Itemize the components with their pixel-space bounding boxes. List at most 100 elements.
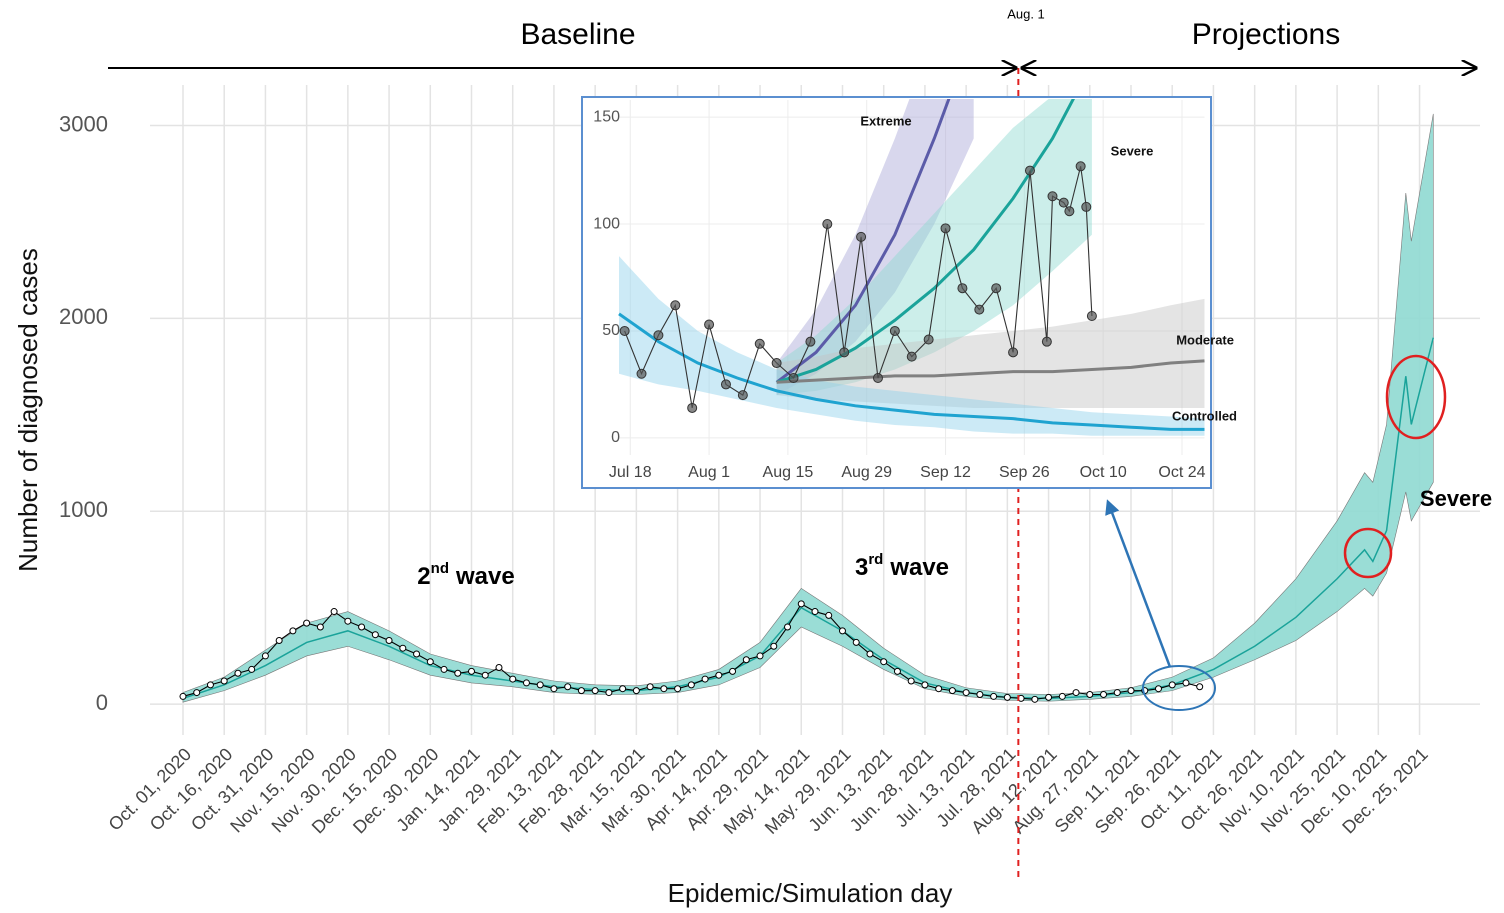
observed-point bbox=[1024, 165, 1035, 176]
y-tick-label: 0 bbox=[611, 429, 620, 446]
x-tick-label: Aug 1 bbox=[688, 464, 730, 481]
observed-point bbox=[522, 679, 530, 687]
x-tick-label: Jul 18 bbox=[609, 464, 652, 481]
y-tick-label: 1000 bbox=[59, 497, 108, 522]
observed-point bbox=[839, 347, 850, 358]
observed-point bbox=[889, 325, 900, 336]
y-tick-label: 100 bbox=[593, 215, 620, 232]
scenario-label: Extreme bbox=[860, 113, 911, 128]
observed-point bbox=[907, 677, 915, 685]
uncertainty-band bbox=[776, 298, 1205, 408]
observed-point bbox=[822, 219, 833, 230]
observed-point bbox=[852, 638, 860, 646]
observed-point bbox=[687, 402, 698, 413]
observed-point bbox=[742, 656, 750, 664]
uncertainty-band bbox=[182, 113, 1434, 703]
observed-point bbox=[811, 608, 819, 616]
observed-point bbox=[316, 623, 324, 631]
observed-point bbox=[962, 689, 970, 697]
observed-point bbox=[906, 351, 917, 362]
observed-point bbox=[385, 636, 393, 644]
observed-point bbox=[275, 636, 283, 644]
observed-point bbox=[825, 611, 833, 619]
observed-point bbox=[923, 334, 934, 345]
observed-point bbox=[976, 690, 984, 698]
x-tick-label: Sep 26 bbox=[999, 464, 1050, 481]
observed-point bbox=[261, 652, 269, 660]
observed-point bbox=[1086, 690, 1094, 698]
observed-point bbox=[797, 600, 805, 608]
observed-point bbox=[737, 390, 748, 401]
wave-number: 2 bbox=[417, 563, 430, 590]
wave-label: 3rd wave bbox=[855, 551, 949, 581]
observed-point bbox=[921, 681, 929, 689]
observed-point bbox=[948, 687, 956, 695]
x-tick-label: Aug 15 bbox=[763, 464, 814, 481]
observed-point bbox=[636, 368, 647, 379]
observed-point bbox=[426, 658, 434, 666]
observed-point bbox=[974, 304, 985, 315]
scenario-line bbox=[776, 99, 1075, 384]
inset-panel: Jul 18 Aug 1 Aug 15 Aug 29 Sep 12 Sep 26 Oct 1… bbox=[581, 96, 1237, 489]
observed-point bbox=[1058, 692, 1066, 700]
observed-point bbox=[454, 669, 462, 677]
scenario-label: Severe bbox=[1420, 486, 1492, 511]
inset-plot bbox=[618, 99, 1205, 455]
observed-point bbox=[784, 623, 792, 631]
observed-point bbox=[481, 671, 489, 679]
observed-point bbox=[399, 644, 407, 652]
phase-label: Baseline bbox=[520, 18, 635, 51]
wave-label: 2nd wave bbox=[417, 560, 514, 590]
observed-point bbox=[1196, 683, 1204, 691]
observed-point bbox=[248, 665, 256, 673]
scenario-line bbox=[775, 99, 951, 384]
observed-point bbox=[289, 627, 297, 635]
observed-point bbox=[771, 358, 782, 369]
zoom-arrow bbox=[1105, 499, 1172, 668]
observed-point bbox=[866, 650, 874, 658]
observed-point bbox=[1113, 689, 1121, 697]
observed-point bbox=[1081, 201, 1092, 212]
observed-point bbox=[1154, 685, 1162, 693]
observed-point bbox=[1008, 347, 1019, 358]
observed-point bbox=[468, 667, 476, 675]
y-tick-label: 3000 bbox=[59, 111, 108, 136]
observed-point bbox=[838, 627, 846, 635]
uncertainty-band bbox=[776, 99, 974, 396]
observed-point bbox=[701, 675, 709, 683]
observed-point bbox=[303, 619, 311, 627]
x-tick-label: Sep 12 bbox=[920, 464, 971, 481]
observed-point bbox=[358, 623, 366, 631]
observed-point bbox=[856, 231, 867, 242]
observed-point bbox=[704, 319, 715, 330]
y-tick-label: 2000 bbox=[59, 304, 108, 329]
observed-point bbox=[660, 685, 668, 693]
wave-suffix: rd bbox=[868, 551, 883, 568]
observed-point bbox=[632, 687, 640, 695]
observed-point bbox=[646, 683, 654, 691]
observed-point bbox=[1168, 681, 1176, 689]
wave-text: wave bbox=[455, 563, 515, 590]
observed-line bbox=[624, 166, 1093, 409]
observed-point bbox=[509, 675, 517, 683]
uncertainty-band bbox=[776, 99, 1092, 396]
observed-point bbox=[990, 692, 998, 700]
wave-number: 3 bbox=[855, 554, 868, 581]
x-axis-label: Epidemic/Simulation day bbox=[668, 878, 953, 908]
inset-frame bbox=[581, 96, 1212, 489]
observed-point bbox=[220, 677, 228, 685]
wave-text: wave bbox=[889, 554, 949, 581]
observed-point bbox=[179, 692, 187, 700]
observed-point bbox=[1100, 690, 1108, 698]
phase-label: Projections bbox=[1192, 18, 1340, 51]
observed-point bbox=[495, 663, 503, 671]
observed-point bbox=[991, 283, 1002, 294]
observed-point bbox=[754, 338, 765, 349]
x-tick-label: Oct 24 bbox=[1158, 464, 1205, 481]
y-tick-label: 0 bbox=[96, 690, 108, 715]
observed-point bbox=[770, 642, 778, 650]
observed-point bbox=[605, 689, 613, 697]
highlight-circle bbox=[1385, 354, 1447, 440]
